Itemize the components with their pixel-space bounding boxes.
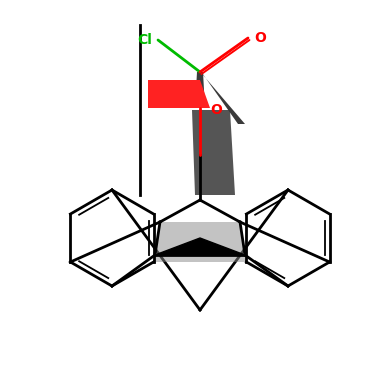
Text: Cl: Cl bbox=[138, 33, 152, 47]
Text: O: O bbox=[210, 103, 222, 117]
Text: O: O bbox=[254, 31, 266, 45]
Polygon shape bbox=[192, 110, 235, 195]
Polygon shape bbox=[154, 222, 246, 262]
Polygon shape bbox=[200, 70, 245, 124]
Polygon shape bbox=[148, 80, 210, 108]
Polygon shape bbox=[155, 238, 245, 255]
Polygon shape bbox=[195, 72, 205, 108]
